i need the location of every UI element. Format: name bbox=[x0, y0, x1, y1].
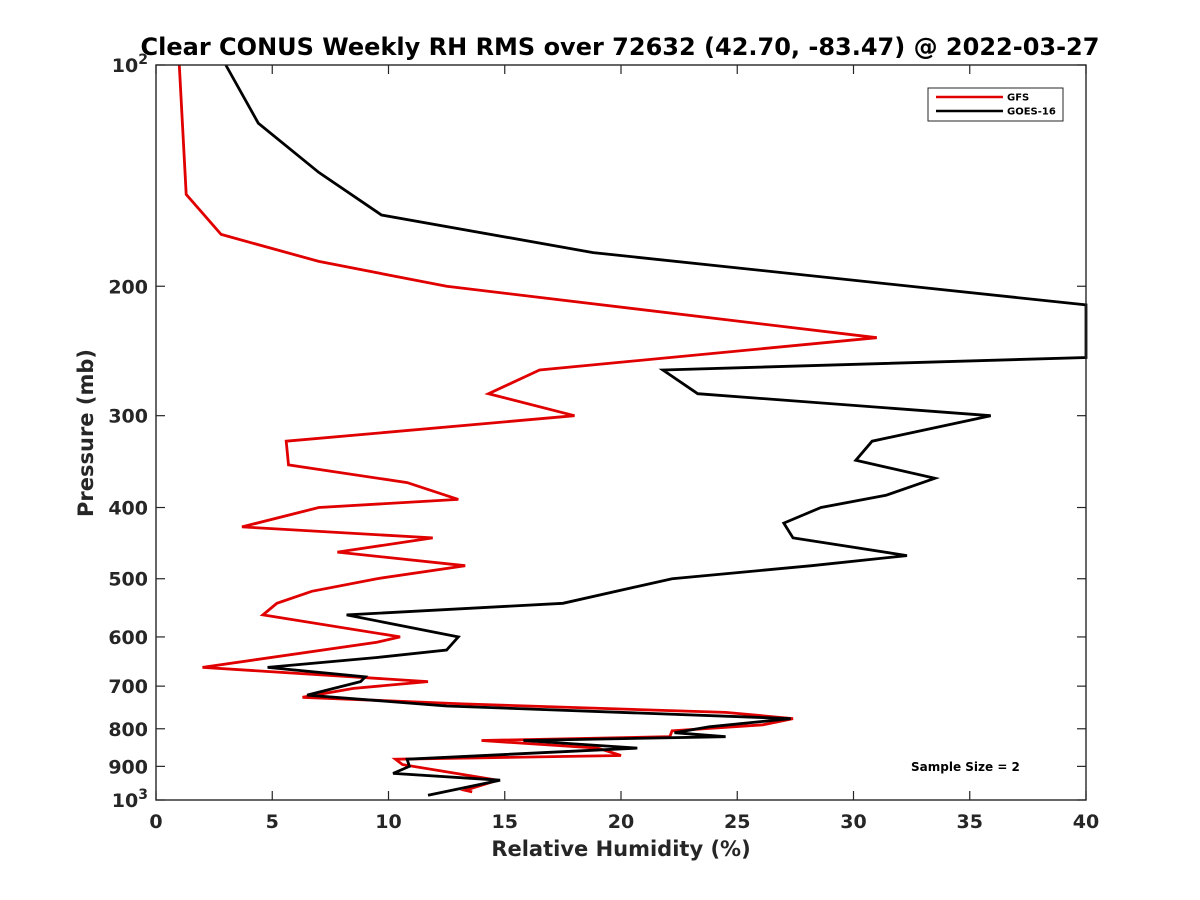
x-ticks: 0 5 10 15 20 25 30 35 40 bbox=[149, 65, 1099, 833]
y-axis-label: Pressure (mb) bbox=[74, 349, 98, 517]
y-tick-label: 102 bbox=[112, 52, 148, 77]
x-tick-label: 15 bbox=[492, 811, 518, 833]
y-tick-label: 600 bbox=[108, 627, 148, 649]
x-tick-label: 20 bbox=[608, 811, 634, 833]
chart-title: Clear CONUS Weekly RH RMS over 72632 (42… bbox=[141, 33, 1100, 61]
annotation-sample-size: Sample Size = 2 bbox=[911, 760, 1020, 774]
series-line-goes16 bbox=[224, 64, 1088, 797]
x-tick-label: 35 bbox=[957, 811, 983, 833]
x-tick-label: 30 bbox=[840, 811, 866, 833]
legend: GFS GOES-16 bbox=[927, 87, 1064, 122]
legend-box bbox=[927, 87, 1064, 122]
y-tick-label: 700 bbox=[108, 676, 148, 698]
x-tick-label: 5 bbox=[266, 811, 279, 833]
y-tick-label: 400 bbox=[108, 498, 148, 520]
y-tick-label: 500 bbox=[108, 569, 148, 591]
y-tick-label: 300 bbox=[108, 406, 148, 428]
y-ticks: 102 200 300 400 500 600 700 800 900 103 bbox=[108, 52, 1086, 812]
legend-label-goes16: GOES-16 bbox=[1007, 107, 1056, 118]
legend-label-gfs: GFS bbox=[1007, 93, 1029, 104]
y-tick-label: 800 bbox=[108, 719, 148, 741]
x-tick-label: 25 bbox=[724, 811, 750, 833]
plot-area: 0 5 10 15 20 25 30 35 40 102 200 300 400 500 600 700 80… bbox=[108, 52, 1099, 833]
series-line-gfs bbox=[177, 64, 877, 794]
y-tick-label: 200 bbox=[108, 276, 148, 298]
x-tick-label: 0 bbox=[149, 811, 162, 833]
x-tick-label: 10 bbox=[375, 811, 401, 833]
x-tick-label: 40 bbox=[1073, 811, 1099, 833]
x-axis-label: Relative Humidity (%) bbox=[491, 837, 750, 861]
y-tick-label: 103 bbox=[112, 787, 148, 812]
y-tick-label: 900 bbox=[108, 756, 148, 778]
series-layer bbox=[177, 64, 1088, 797]
axes-frame bbox=[155, 64, 1087, 801]
